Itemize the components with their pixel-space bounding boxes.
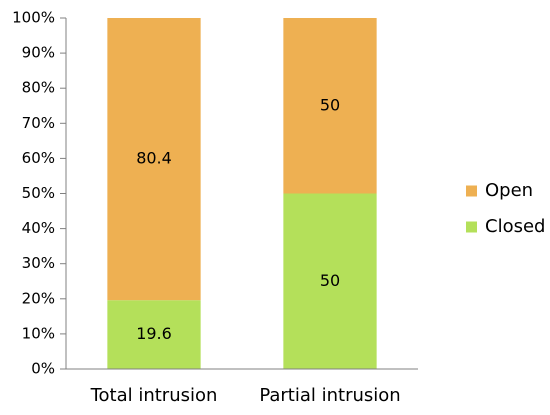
y-tick-label: 90%: [22, 44, 55, 62]
y-tick-label: 40%: [22, 219, 55, 237]
y-tick-label: 100%: [12, 9, 55, 27]
x-axis: Total intrusion Partial intrusion: [66, 368, 418, 406]
legend: Open Closed: [466, 180, 545, 237]
y-tick-label: 50%: [22, 184, 55, 202]
bar-closed: [283, 193, 377, 369]
data-label-open: 50: [320, 95, 340, 114]
y-tick-label: 20%: [22, 289, 55, 307]
y-tick-label: 80%: [22, 79, 55, 97]
legend-item-open: Open: [466, 180, 533, 201]
data-label-closed: 50: [320, 271, 340, 290]
legend-swatch: [466, 221, 477, 233]
y-tick-label: 10%: [22, 324, 55, 342]
bars: 19.6 80.4 50 50: [107, 18, 377, 369]
y-tick-label: 0%: [31, 360, 55, 378]
y-tick-label: 60%: [22, 149, 55, 167]
y-tick-label: 30%: [22, 254, 55, 272]
x-category-label: Total intrusion: [90, 385, 218, 406]
data-label-closed: 19.6: [136, 324, 172, 343]
x-category-label: Partial intrusion: [259, 385, 400, 406]
bar-closed: [107, 300, 201, 369]
bar-open: [107, 18, 201, 301]
legend-label: Open: [485, 180, 533, 201]
y-axis: 0% 10% 20% 30% 40% 50% 60% 70% 80% 90% 100%: [12, 9, 67, 378]
bar-open: [283, 18, 377, 194]
legend-swatch: [466, 185, 477, 197]
legend-item-closed: Closed: [466, 216, 545, 237]
data-label-open: 80.4: [136, 149, 172, 168]
legend-label: Closed: [485, 216, 545, 237]
y-tick-label: 70%: [22, 114, 55, 132]
